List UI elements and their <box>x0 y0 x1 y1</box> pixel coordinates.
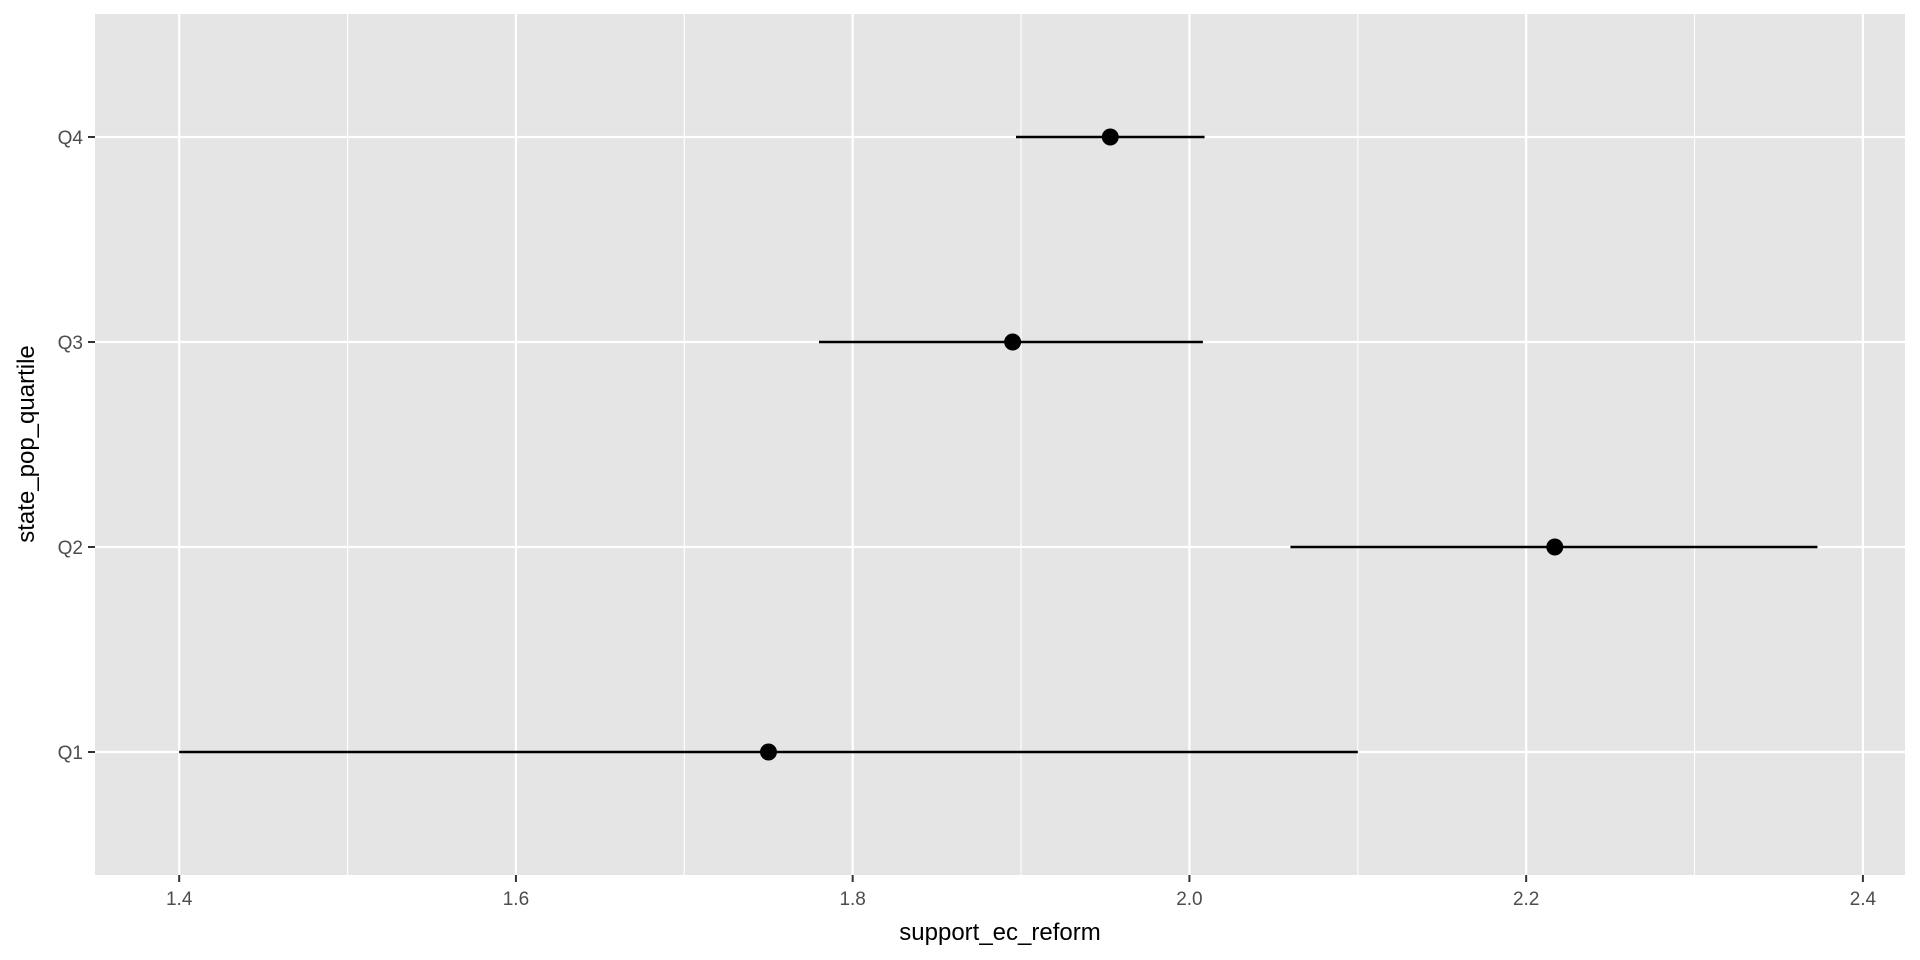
x-tick-label: 1.4 <box>166 889 193 910</box>
y-tick-label: Q4 <box>58 128 84 149</box>
y-tick-label: Q1 <box>58 743 83 764</box>
x-tick-label: 2.0 <box>1176 889 1202 910</box>
y-axis: Q1 Q2 Q3 Q4 <box>58 128 95 764</box>
minor-gridlines <box>347 14 1696 875</box>
point-q2 <box>1546 538 1564 556</box>
y-tick-label: Q2 <box>58 538 83 559</box>
point-q1 <box>759 743 777 761</box>
x-tick-label: 2.4 <box>1850 889 1877 910</box>
point-q3 <box>1004 333 1022 351</box>
point-markers <box>759 128 1564 761</box>
plot-panel <box>95 14 1905 875</box>
x-tick-label: 1.6 <box>503 889 529 910</box>
point-q4 <box>1101 128 1119 146</box>
x-tick-label: 2.2 <box>1513 889 1539 910</box>
x-tick-label: 1.8 <box>839 889 865 910</box>
x-axis-title: support_ec_reform <box>899 919 1100 946</box>
y-tick-label: Q3 <box>58 333 83 354</box>
x-axis: 1.4 1.6 1.8 2.0 2.2 2.4 <box>166 875 1877 910</box>
y-axis-title: state_pop_quartile <box>13 345 40 542</box>
